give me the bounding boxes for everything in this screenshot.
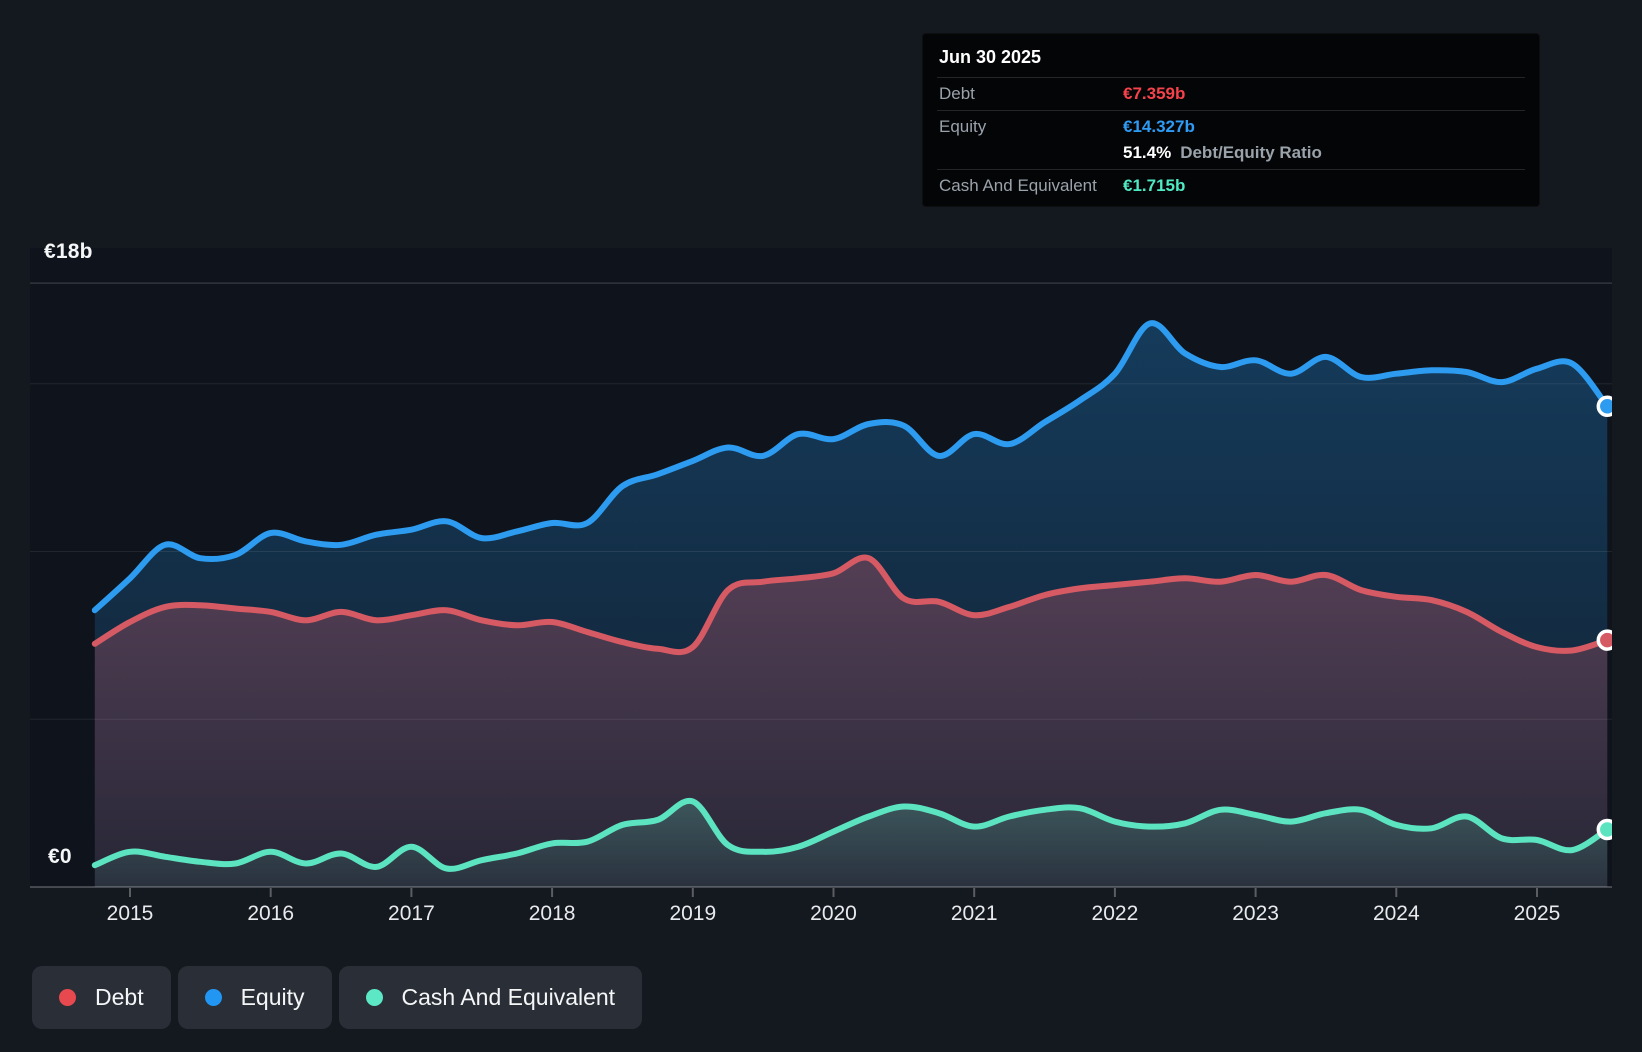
x-axis-label-2018: 2018 [529, 902, 576, 925]
equity-line [91, 320, 1611, 614]
legend-cash-label: Cash And Equivalent [401, 984, 616, 1010]
chart-tooltip: Jun 30 2025 Debt €7.359b Equity €14.327b… [922, 33, 1540, 207]
debt-line [91, 554, 1611, 656]
legend-debt-label: Debt [95, 984, 144, 1010]
x-axis-label-2024: 2024 [1373, 902, 1420, 925]
tooltip-row-equity: Equity €14.327b [937, 110, 1525, 143]
debt-area [94, 557, 1608, 887]
equity-dot-icon [204, 989, 222, 1006]
chart-legend: Debt Equity Cash And Equivalent [32, 966, 643, 1029]
tooltip-date: Jun 30 2025 [939, 47, 1042, 67]
equity-endpoint-marker [1596, 395, 1612, 418]
legend-equity-label: Equity [240, 984, 305, 1010]
cash-dot-icon [365, 989, 383, 1006]
x-axis-label-2019: 2019 [669, 902, 716, 925]
tooltip-ratio-value: 51.4% [1123, 143, 1172, 162]
tooltip-row-debt: Debt €7.359b [937, 77, 1525, 110]
legend-item-debt[interactable]: Debt [32, 966, 171, 1029]
x-axis-label-2025: 2025 [1514, 902, 1561, 925]
x-axis-label-2017: 2017 [388, 902, 435, 925]
x-axis-label-2021: 2021 [951, 902, 998, 925]
tooltip-cash-label: Cash And Equivalent [939, 176, 1097, 195]
cash-and-equivalent-line [91, 797, 1611, 872]
tooltip-equity-value: €14.327b [1123, 117, 1195, 136]
tooltip-equity-label: Equity [939, 117, 987, 136]
tooltip-cash-value: €1.715b [1123, 176, 1186, 195]
x-axis-label-2015: 2015 [107, 902, 154, 925]
x-axis-label-2022: 2022 [1092, 902, 1139, 925]
debt-endpoint-marker [1596, 629, 1612, 651]
x-axis-label-2016: 2016 [247, 902, 294, 925]
x-axis-label-2020: 2020 [810, 902, 857, 925]
tooltip-debt-label: Debt [939, 84, 975, 103]
y-axis-zero-label: €0 [48, 845, 72, 868]
x-axis-label-2023: 2023 [1232, 902, 1279, 925]
legend-item-cash[interactable]: Cash And Equivalent [338, 966, 643, 1029]
tooltip-ratio-label: Debt/Equity Ratio [1180, 143, 1322, 162]
cash-and-equivalent-endpoint-marker [1596, 818, 1612, 841]
debt-dot-icon [59, 989, 76, 1006]
y-axis-max-label: €18b [44, 240, 93, 263]
tooltip-row-ratio: 51.4% Debt/Equity Ratio [937, 143, 1525, 169]
tooltip-debt-value: €7.359b [1123, 84, 1186, 103]
legend-item-equity[interactable]: Equity [177, 966, 332, 1029]
tooltip-row-cash: Cash And Equivalent €1.715b [937, 169, 1525, 206]
